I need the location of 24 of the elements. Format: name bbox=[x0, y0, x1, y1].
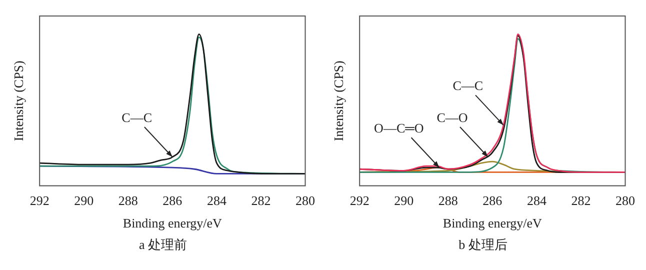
x-tick-label: 290 bbox=[74, 193, 94, 208]
x-tick-label: 292 bbox=[350, 193, 370, 208]
x-tick-label: 288 bbox=[118, 193, 138, 208]
x-axis-title: Binding energy/eV bbox=[122, 216, 223, 231]
x-tick-label: 282 bbox=[251, 193, 271, 208]
annotation: C—C bbox=[122, 110, 152, 125]
x-tick-label: 280 bbox=[296, 193, 315, 208]
text: a 处理前 bbox=[138, 236, 188, 254]
y-axis-title: Intensity (CPS) bbox=[11, 60, 26, 142]
x-tick-label: 290 bbox=[394, 193, 414, 208]
x-axis-title: Binding energy/eV bbox=[442, 216, 543, 231]
text: b 处理后 bbox=[458, 236, 508, 254]
y-axis-title: Intensity (CPS) bbox=[331, 60, 346, 142]
x-tick-label: 286 bbox=[482, 193, 503, 208]
annotation: C—C bbox=[452, 78, 484, 94]
x-tick-label: 292 bbox=[30, 193, 50, 208]
annotation: C—O bbox=[436, 110, 468, 125]
x-tick-label: 284 bbox=[526, 193, 547, 208]
annotation: O—C═O bbox=[374, 120, 424, 136]
x-tick-label: 288 bbox=[438, 193, 458, 208]
x-tick-label: 282 bbox=[571, 193, 591, 208]
x-tick-label: 286 bbox=[162, 193, 183, 208]
x-tick-label: 284 bbox=[206, 193, 227, 208]
x-tick-label: 280 bbox=[616, 193, 635, 208]
